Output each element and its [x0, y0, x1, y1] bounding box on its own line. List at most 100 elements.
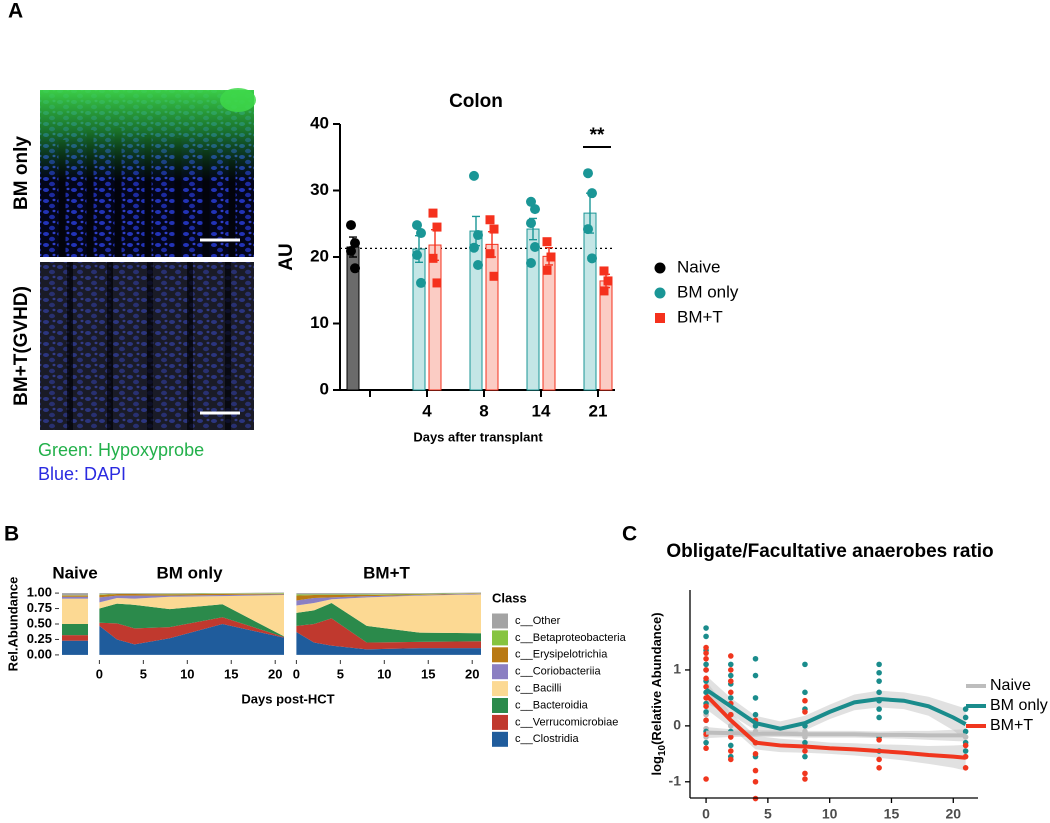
legend-swatch	[492, 731, 508, 747]
data-point	[346, 246, 356, 257]
data-point	[583, 224, 593, 235]
x-tick-label: 8	[479, 401, 488, 420]
image-label: BM+T(GVHD)	[11, 286, 32, 406]
stack-segment	[62, 624, 88, 636]
legend-swatch	[492, 613, 508, 629]
data-point	[703, 745, 709, 752]
micrograph-top	[40, 88, 256, 257]
facet-title: BM+T	[363, 563, 410, 582]
data-point	[752, 751, 759, 757]
stacked-area	[296, 632, 481, 655]
stacked-area	[99, 624, 284, 655]
stacked-area	[296, 592, 481, 595]
data-point	[346, 220, 356, 231]
data-point	[962, 748, 969, 754]
legend-label: BM+T	[990, 717, 1033, 734]
bar	[428, 244, 442, 391]
x-tick-label: 15	[421, 666, 435, 681]
data-point	[703, 644, 709, 651]
confidence-band	[706, 681, 966, 771]
y-label-part: (Relative Abundance)	[649, 612, 664, 744]
data-point	[876, 678, 882, 684]
data-point	[727, 672, 734, 679]
data-point	[489, 224, 499, 234]
y-tick-label: 0.50	[27, 615, 52, 630]
stack-segment	[62, 593, 88, 596]
facet-title: Naive	[52, 563, 97, 582]
data-point	[703, 675, 709, 682]
bar	[599, 280, 613, 391]
stacked-area	[296, 593, 481, 596]
y-tick-label: 0.75	[27, 600, 52, 615]
hypoxia-stain	[220, 88, 256, 112]
legend-swatch	[492, 714, 508, 730]
x-tick-label: 5	[764, 806, 772, 822]
stack-segment	[62, 596, 88, 599]
data-point	[752, 655, 759, 662]
legend-label: c__Bacilli	[515, 683, 561, 695]
stacked-area	[296, 593, 481, 601]
y-axis-label: Rel.Abundance	[5, 577, 20, 672]
y-tick-label: 20	[310, 246, 329, 265]
bar	[583, 212, 597, 391]
data-point	[703, 709, 709, 715]
y-label-part: log	[649, 756, 664, 776]
data-point	[473, 259, 483, 270]
x-tick-label: 20	[268, 666, 282, 681]
stacked-area	[99, 593, 284, 598]
data-point	[962, 728, 969, 735]
data-point	[542, 265, 552, 275]
y-tick-label: 0.00	[27, 646, 52, 661]
data-point	[802, 697, 808, 704]
stack-segment	[62, 595, 88, 597]
stacked-area	[99, 603, 284, 637]
data-point	[489, 271, 499, 281]
data-point	[876, 714, 882, 721]
data-point	[703, 739, 709, 746]
data-point	[727, 742, 734, 749]
stacked-area	[296, 594, 481, 634]
data-point	[802, 753, 808, 760]
stacked-area	[296, 602, 481, 643]
panel-label: C	[622, 523, 637, 546]
stack-segment	[62, 598, 88, 624]
data-point	[727, 695, 734, 701]
data-point	[587, 253, 597, 264]
legend-swatch	[492, 647, 508, 663]
bar	[542, 255, 556, 391]
legend-label: BM+T	[677, 307, 723, 326]
bar	[526, 228, 540, 391]
y-axis-label: AU	[276, 243, 297, 270]
data-point	[703, 625, 709, 631]
legend-marker	[654, 262, 666, 274]
data-point	[876, 737, 882, 743]
x-axis-label: Days after transplant	[413, 429, 543, 444]
x-tick-label: 5	[140, 666, 147, 681]
data-point	[412, 250, 422, 261]
data-point	[526, 196, 536, 207]
chart-title: Colon	[449, 91, 503, 112]
y-tick-label: 10	[310, 313, 329, 332]
data-point	[727, 653, 734, 659]
y-label-subscript: 10	[657, 744, 668, 756]
legend-label: Naive	[990, 677, 1031, 694]
hypoxia-stain	[40, 90, 254, 257]
x-tick-label: 0	[702, 806, 710, 822]
legend-swatch	[492, 698, 508, 713]
stacked-area	[296, 593, 481, 606]
bar	[485, 243, 499, 391]
smooth-line	[704, 693, 966, 760]
data-point	[876, 669, 882, 676]
x-axis-label: Days post-HCT	[241, 691, 334, 706]
data-point	[703, 717, 709, 724]
data-point	[469, 242, 479, 253]
data-point	[876, 689, 882, 696]
stacked-area	[99, 594, 284, 637]
legend-swatch	[492, 630, 508, 646]
data-point	[432, 222, 442, 232]
data-point	[802, 748, 808, 754]
y-tick-label: 0	[320, 379, 329, 398]
y-tick-label: 0	[673, 717, 681, 733]
data-point	[727, 661, 734, 668]
